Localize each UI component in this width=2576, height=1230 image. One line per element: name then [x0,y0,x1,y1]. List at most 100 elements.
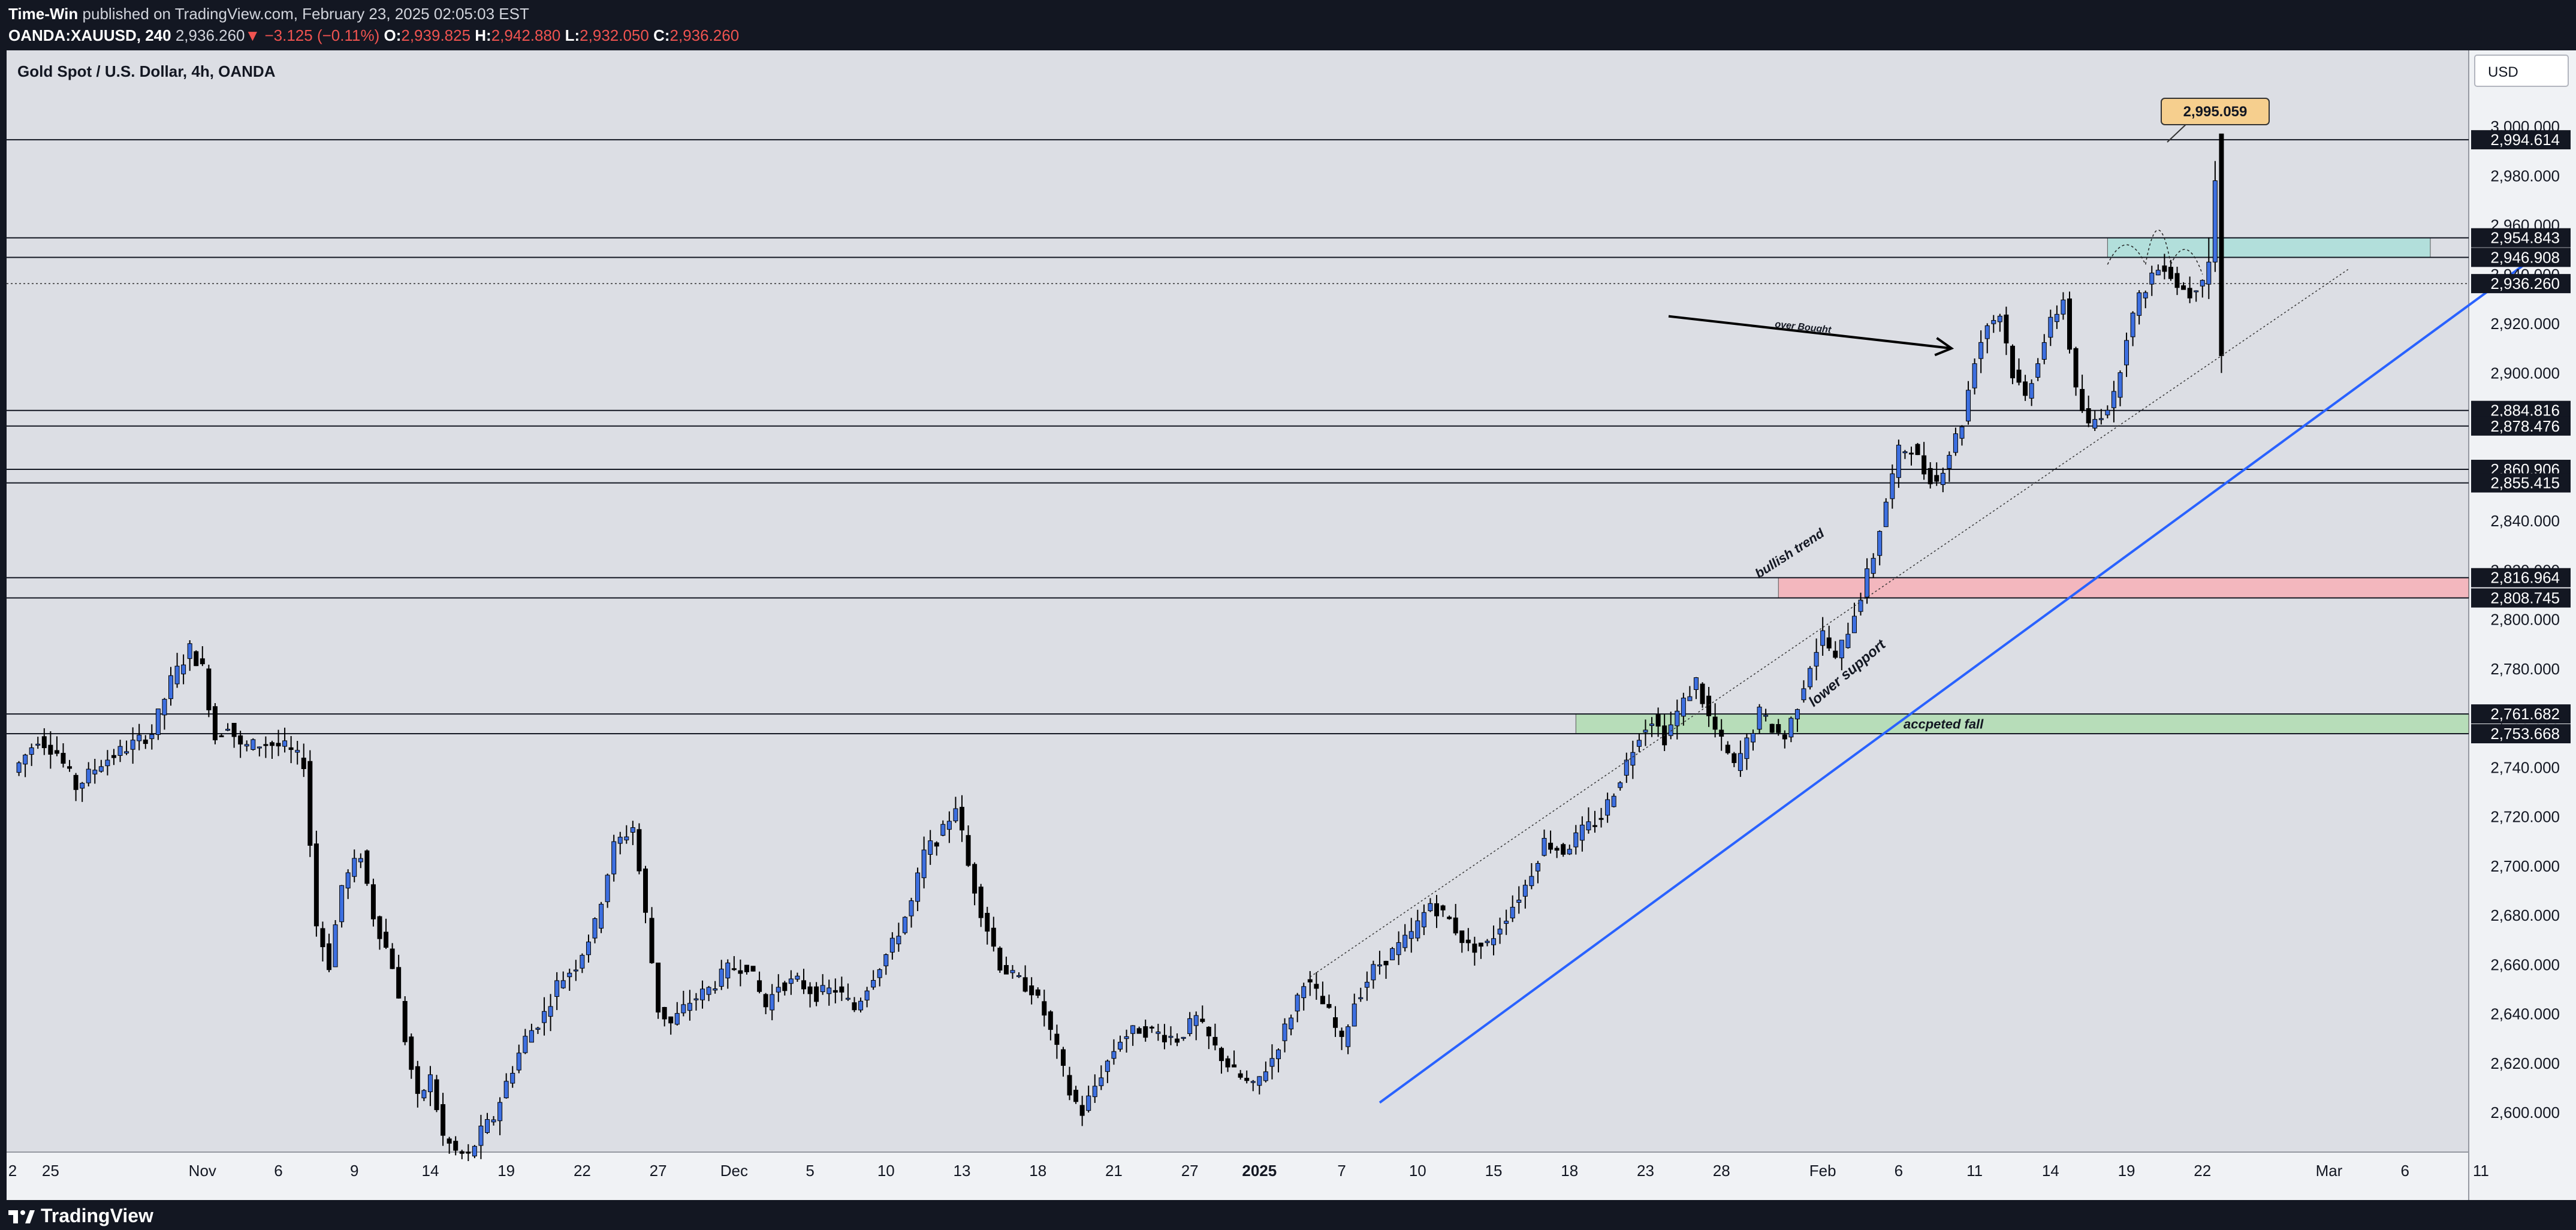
publisher-name[interactable]: Time-Win [8,5,79,23]
trendlines-layer [1310,229,2539,1104]
candle [2155,270,2161,276]
candle [763,994,768,1008]
candle [2061,299,2066,315]
currency-button[interactable] [2474,55,2569,87]
candle [1529,876,1534,887]
candle [1358,997,1364,999]
candle [1732,753,1737,763]
candle [441,1104,446,1136]
candle [1814,652,1819,667]
candle [1535,863,1540,872]
candle [282,740,288,747]
candle [1067,1075,1072,1096]
x-tick-label: 13 [954,1162,971,1180]
candle [1794,709,1800,719]
candle [1630,752,1636,766]
currency-label: USD [2488,64,2518,80]
candle [1820,630,1826,646]
candle [1143,1026,1148,1038]
candle [2080,388,2085,411]
candle [1953,433,1958,453]
candle [1377,964,1382,967]
price-tag [2471,274,2571,294]
candle [1586,821,1591,831]
candle [1307,979,1313,982]
candle [415,1066,420,1094]
x-tick-label: Feb [1809,1162,1836,1180]
candle [1712,716,1718,730]
candle [1877,530,1883,556]
candle [1776,724,1781,733]
candle [1605,799,1610,816]
candle [1751,732,1755,743]
candle [491,1119,496,1123]
candle [1054,1033,1060,1045]
x-tick-label: 18 [1561,1162,1578,1180]
candle [516,1053,521,1071]
candle [1060,1049,1066,1066]
candle [48,744,53,755]
candle [934,842,939,847]
x-tick-label: 6 [1895,1162,1903,1180]
last-price: 2,936.260 [175,26,245,44]
candle [2111,391,2116,408]
candle [1655,714,1661,727]
candle [953,808,958,822]
price-tag-label: 2,855.415 [2490,474,2560,492]
candle [896,936,901,945]
candle [1972,363,1977,388]
close-value: 2,936.260 [669,26,740,44]
candle [1326,1004,1332,1008]
y-tick-label: 2,600.000 [2490,1104,2560,1122]
candle [1934,475,1939,482]
y-tick-label: 2,640.000 [2490,1005,2560,1023]
candle [459,1151,464,1154]
candle [1415,920,1420,939]
x-tick-label: 21 [1105,1162,1123,1180]
candle [725,962,731,979]
low-value: 2,932.050 [580,26,649,44]
candle [1003,965,1009,975]
candle [1130,1025,1136,1034]
candle [662,1007,667,1020]
candle [206,668,212,710]
candle [1643,729,1648,733]
candle [2206,261,2212,285]
y-tick-label: 2,740.000 [2490,758,2560,776]
candle [1504,921,1509,924]
candle [1922,455,1927,475]
candle [143,739,148,744]
candle [1282,1023,1287,1041]
x-tick-label: 10 [1409,1162,1426,1180]
candle [1649,723,1655,726]
candle [852,1002,857,1011]
y-tick-label: 2,660.000 [2490,955,2560,973]
candle [2105,409,2110,415]
x-tick-label: 15 [1485,1162,1503,1180]
candle [972,864,978,894]
candle [1725,744,1730,753]
candle [1991,320,1996,324]
candle [1333,1017,1338,1028]
x-tick-label: Nov [189,1162,216,1180]
candle [1289,1017,1294,1030]
candle [1408,931,1414,939]
tradingview-logo[interactable]: TradingView [7,1205,153,1227]
candle [73,774,79,790]
low-label: L: [565,26,580,44]
time-axis[interactable] [7,1152,2469,1200]
candle [1769,723,1775,733]
plot-area[interactable] [7,50,2469,1152]
candle [1478,942,1483,947]
candle [1554,848,1560,851]
candle [757,980,762,992]
x-tick-label: 2025 [1242,1162,1277,1180]
y-tick-label: 2,700.000 [2490,857,2560,875]
candle [523,1036,528,1053]
candle [1947,454,1952,469]
candle [2054,313,2059,322]
candle [681,1004,686,1014]
candle [295,750,300,753]
candle [1978,342,1984,359]
